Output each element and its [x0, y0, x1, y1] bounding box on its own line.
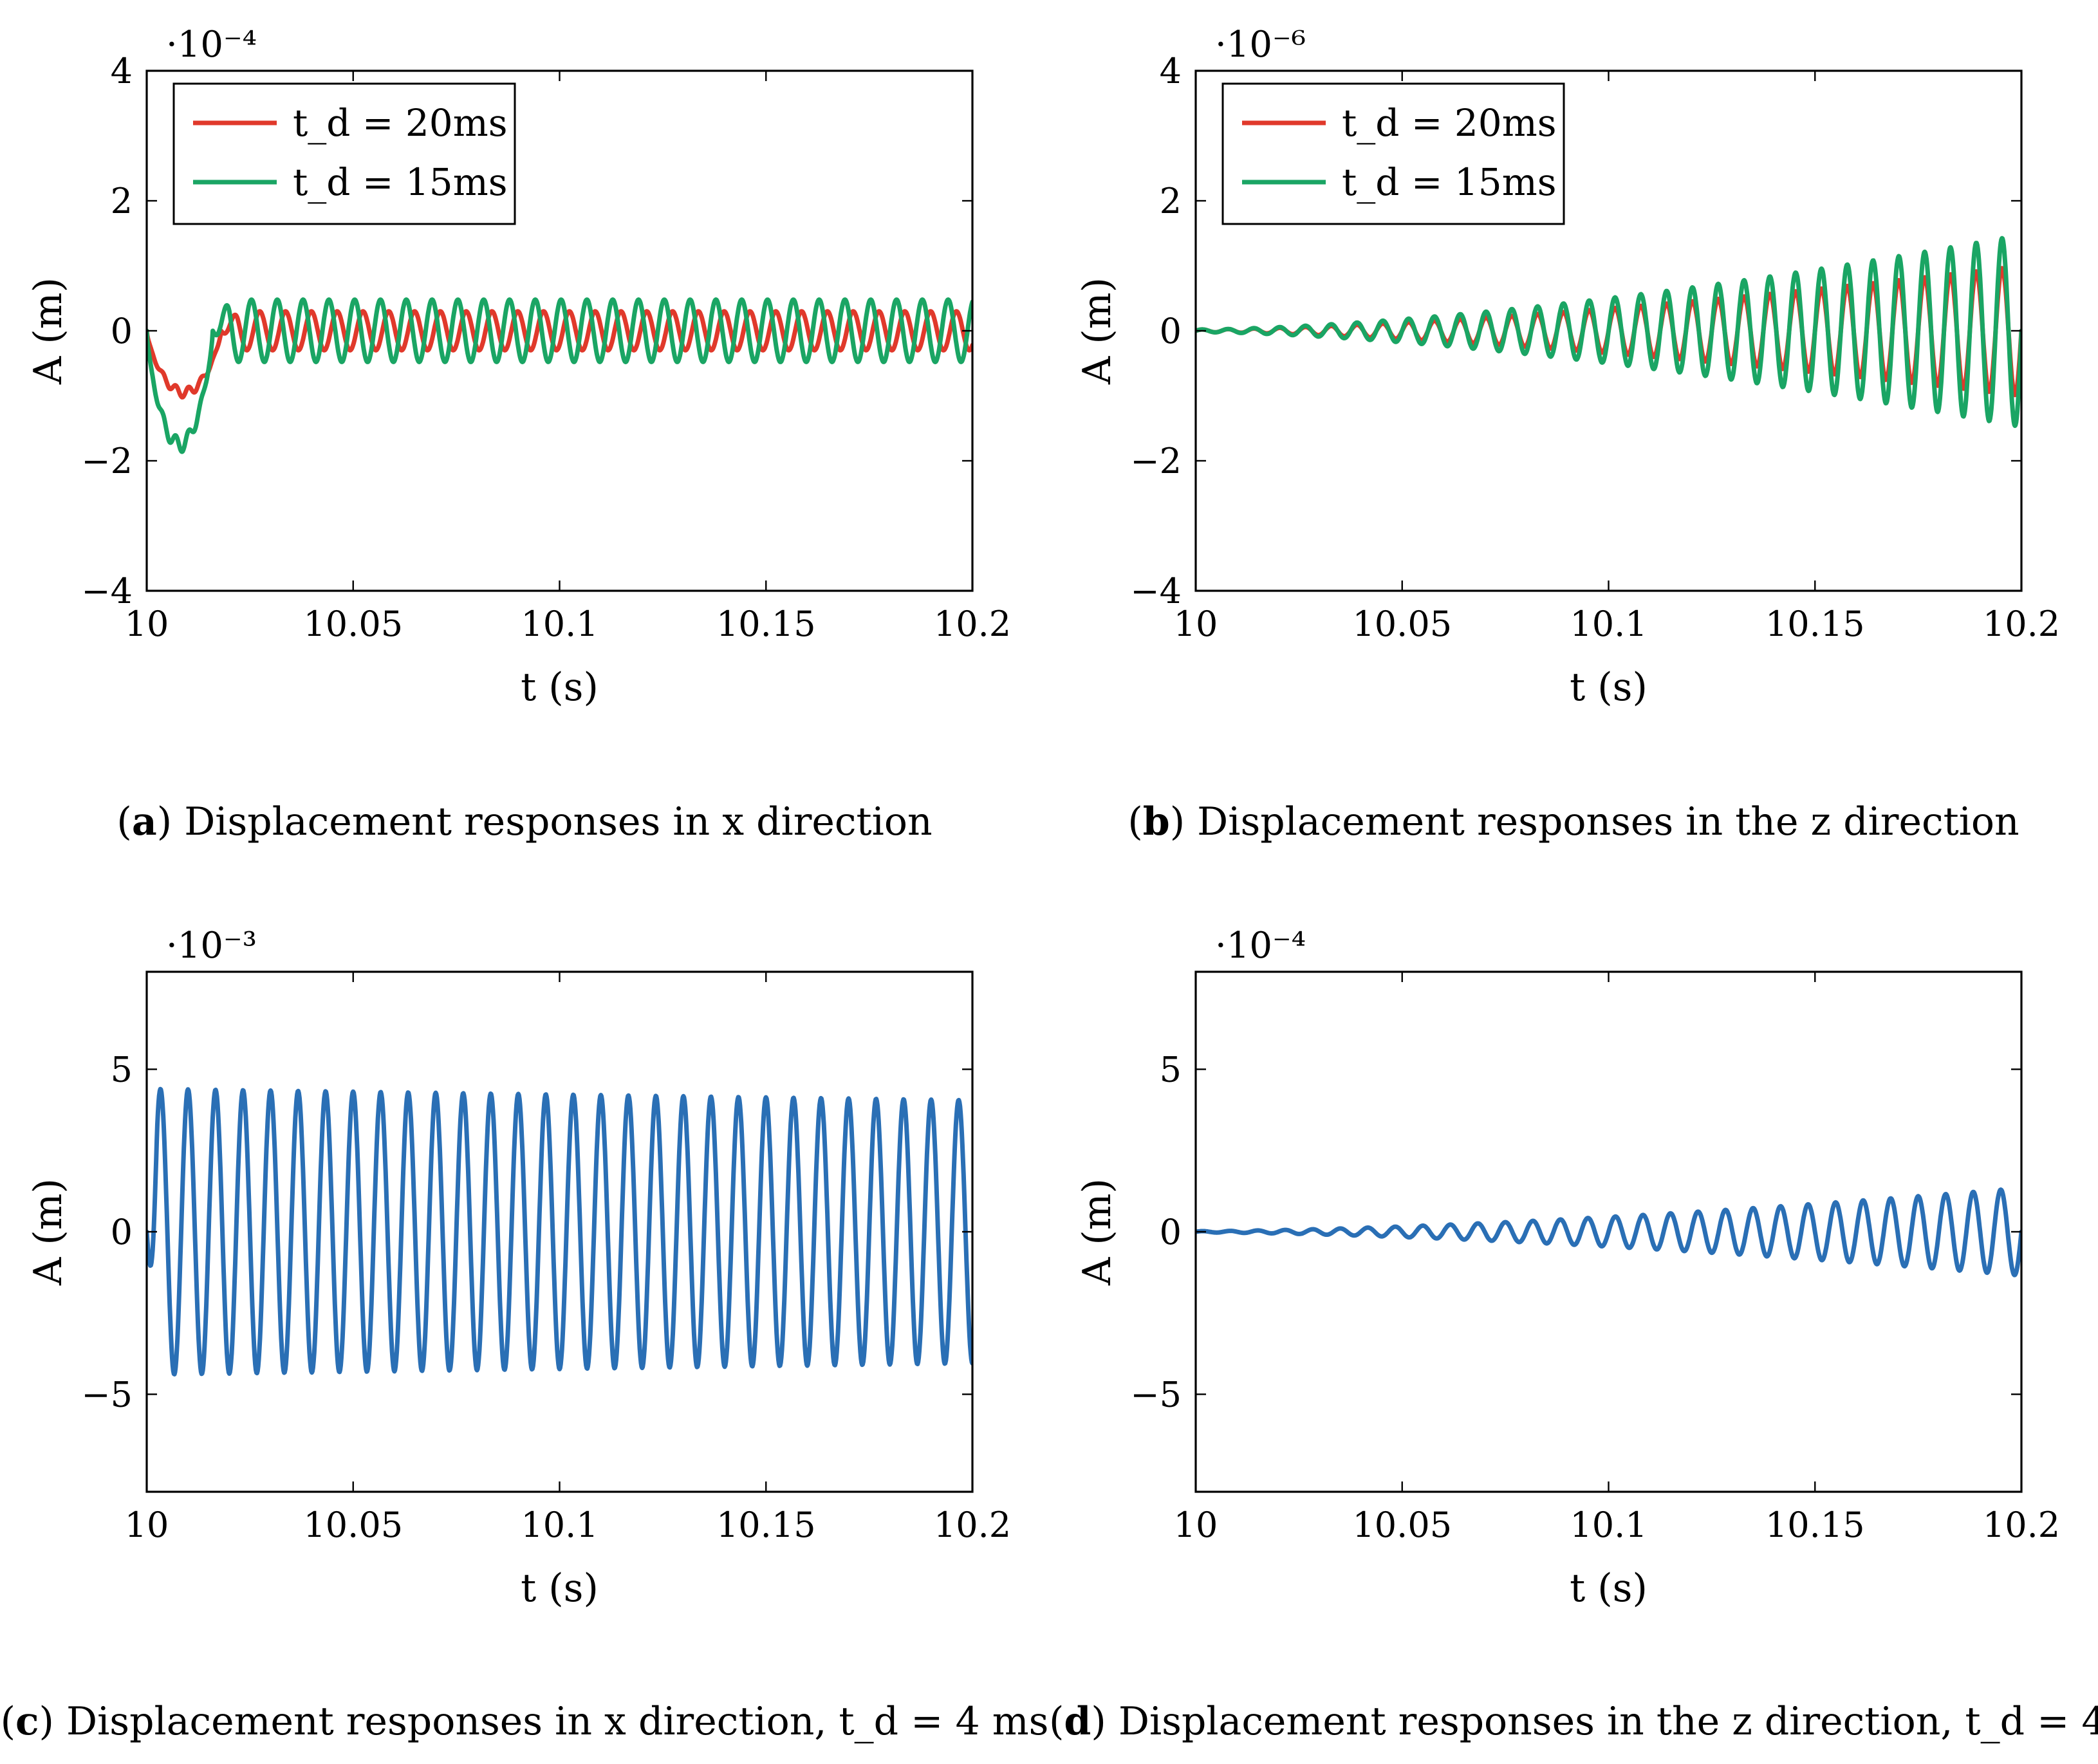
x-tick-label: 10.2 — [1983, 1505, 2060, 1545]
y-tick-label: −2 — [1130, 441, 1182, 481]
series-line-2 — [1196, 236, 2021, 429]
scale-label: ·10⁻⁴ — [1215, 925, 1306, 967]
y-tick-label: 0 — [111, 311, 133, 351]
series-group — [1196, 236, 2021, 429]
y-tick-label: −5 — [81, 1375, 133, 1415]
x-tick-label: 10.05 — [1352, 1505, 1452, 1545]
y-tick-label: 2 — [111, 181, 133, 221]
series-group — [147, 1086, 972, 1377]
x-tick-label: 10.1 — [1570, 1505, 1647, 1545]
x-tick-label: 10.1 — [521, 604, 598, 644]
y-axis-label: A (m) — [1075, 277, 1120, 385]
x-tick-label: 10.2 — [934, 604, 1011, 644]
caption-a: (a) Displacement responses in x directio… — [116, 799, 933, 844]
legend-box — [172, 82, 516, 225]
legend-label-1: t_d = 20ms — [1342, 101, 1556, 145]
legend-label-2: t_d = 15ms — [293, 160, 507, 204]
chart-d: 10 10.05 10.1 10.15 10.2 −5 0 5 ·10⁻⁴ t (s) A (m) — [1075, 925, 2060, 1611]
x-tick-label: 10 — [125, 604, 169, 644]
x-tick-label: 10.15 — [716, 1505, 816, 1545]
y-axis-label: A (m) — [26, 277, 71, 385]
x-tick-label: 10 — [125, 1505, 169, 1545]
x-axis-label: t (s) — [521, 665, 599, 710]
y-tick-label: −4 — [1130, 571, 1182, 611]
y-tick-label: 5 — [1160, 1050, 1182, 1090]
x-tick-label: 10 — [1174, 1505, 1218, 1545]
chart-panel-d: 10 10.05 10.1 10.15 10.2 −5 0 5 ·10⁻⁴ t (s) A (m) — [1049, 901, 2098, 1673]
y-tick-label: 0 — [111, 1212, 133, 1252]
chart-panel-a: 10 10.05 10.1 10.15 10.2 −4 −2 0 2 4 ·10⁻⁴ t (s) A (… — [0, 0, 1049, 772]
scale-label: ·10⁻⁶ — [1215, 24, 1306, 66]
plot-frame — [145, 970, 974, 1493]
series-group — [147, 297, 972, 454]
x-tick-label: 10 — [1174, 604, 1218, 644]
series-line-1 — [147, 1086, 972, 1377]
y-tick-label: 4 — [111, 51, 133, 91]
legend: t_d = 20ms t_d = 15ms — [172, 82, 516, 225]
x-tick-label: 10.2 — [1983, 604, 2060, 644]
chart-a: 10 10.05 10.1 10.15 10.2 −4 −2 0 2 4 ·10⁻⁴ t (s) A (… — [26, 24, 1011, 710]
chart-c: 10 10.05 10.1 10.15 10.2 −5 0 5 ·10⁻³ t (s) A (m) — [26, 925, 1011, 1611]
series-line-1 — [1196, 1187, 2021, 1277]
x-axis-label: t (s) — [1570, 1566, 1648, 1611]
y-tick-label: −2 — [81, 441, 133, 481]
y-tick-label: 4 — [1160, 51, 1182, 91]
caption-c: (c) Displacement responses in x directio… — [0, 1699, 1049, 1744]
chart-panel-b: 10 10.05 10.1 10.15 10.2 −4 −2 0 2 4 ·10⁻⁶ t (s) A (… — [1049, 0, 2098, 772]
y-tick-label: −5 — [1130, 1375, 1182, 1415]
legend: t_d = 20ms t_d = 15ms — [1221, 82, 1565, 225]
x-tick-label: 10.05 — [1352, 604, 1452, 644]
y-axis-label: A (m) — [26, 1178, 71, 1286]
caption-d: (d) Displacement responses in the z dire… — [1049, 1699, 2098, 1744]
x-tick-label: 10.15 — [1765, 604, 1865, 644]
legend-label-2: t_d = 15ms — [1342, 160, 1556, 204]
y-tick-label: 0 — [1160, 1212, 1182, 1252]
x-tick-label: 10.15 — [1765, 1505, 1865, 1545]
y-tick-label: 0 — [1160, 311, 1182, 351]
x-tick-label: 10.2 — [934, 1505, 1011, 1545]
x-tick-label: 10.15 — [716, 604, 816, 644]
y-axis-label: A (m) — [1075, 1178, 1120, 1286]
caption-b: (b) Displacement responses in the z dire… — [1128, 799, 2019, 844]
series-group — [1196, 1187, 2021, 1277]
series-line-1 — [147, 309, 972, 400]
y-tick-label: 5 — [111, 1050, 133, 1090]
legend-label-1: t_d = 20ms — [293, 101, 507, 145]
y-tick-label: 2 — [1160, 181, 1182, 221]
chart-b: 10 10.05 10.1 10.15 10.2 −4 −2 0 2 4 ·10⁻⁶ t (s) A (… — [1075, 24, 2060, 710]
x-tick-label: 10.1 — [521, 1505, 598, 1545]
y-tick-label: −4 — [81, 571, 133, 611]
legend-box — [1221, 82, 1565, 225]
x-tick-label: 10.1 — [1570, 604, 1647, 644]
x-tick-label: 10.05 — [303, 1505, 403, 1545]
x-axis-label: t (s) — [521, 1566, 599, 1611]
series-line-2 — [147, 297, 972, 454]
scale-label: ·10⁻³ — [166, 925, 257, 967]
x-tick-label: 10.05 — [303, 604, 403, 644]
x-axis-label: t (s) — [1570, 665, 1648, 710]
chart-panel-c: 10 10.05 10.1 10.15 10.2 −5 0 5 ·10⁻³ t (s) A (m) — [0, 901, 1049, 1673]
scale-label: ·10⁻⁴ — [166, 24, 257, 66]
